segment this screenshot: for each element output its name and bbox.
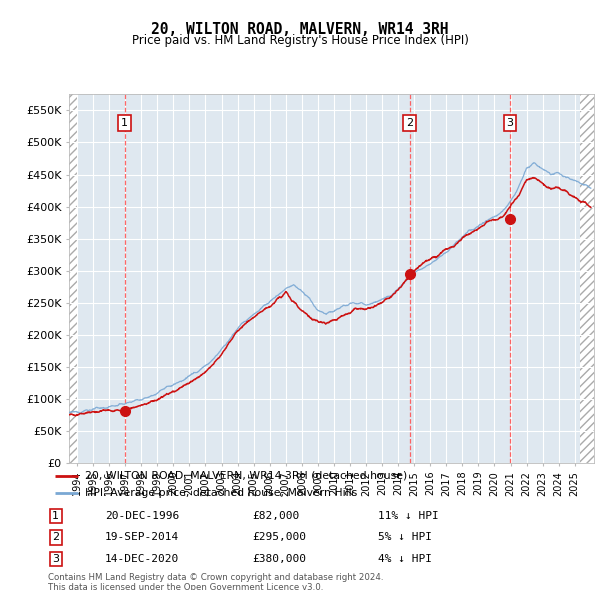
- Text: 20-DEC-1996: 20-DEC-1996: [105, 512, 179, 521]
- Text: £295,000: £295,000: [252, 533, 306, 542]
- Text: 3: 3: [52, 554, 59, 563]
- Text: 14-DEC-2020: 14-DEC-2020: [105, 554, 179, 563]
- Text: 11% ↓ HPI: 11% ↓ HPI: [378, 512, 439, 521]
- Text: Price paid vs. HM Land Registry's House Price Index (HPI): Price paid vs. HM Land Registry's House …: [131, 34, 469, 47]
- Text: 5% ↓ HPI: 5% ↓ HPI: [378, 533, 432, 542]
- Text: 3: 3: [506, 118, 514, 128]
- Text: This data is licensed under the Open Government Licence v3.0.: This data is licensed under the Open Gov…: [48, 583, 323, 590]
- Text: 4% ↓ HPI: 4% ↓ HPI: [378, 554, 432, 563]
- Text: 20, WILTON ROAD, MALVERN, WR14 3RH (detached house): 20, WILTON ROAD, MALVERN, WR14 3RH (deta…: [85, 471, 407, 481]
- Text: 20, WILTON ROAD, MALVERN, WR14 3RH: 20, WILTON ROAD, MALVERN, WR14 3RH: [151, 22, 449, 37]
- Text: Contains HM Land Registry data © Crown copyright and database right 2024.: Contains HM Land Registry data © Crown c…: [48, 572, 383, 582]
- Text: £82,000: £82,000: [252, 512, 299, 521]
- Text: HPI: Average price, detached house, Malvern Hills: HPI: Average price, detached house, Malv…: [85, 488, 358, 498]
- Text: 19-SEP-2014: 19-SEP-2014: [105, 533, 179, 542]
- Text: 1: 1: [121, 118, 128, 128]
- Text: 2: 2: [406, 118, 413, 128]
- Text: £380,000: £380,000: [252, 554, 306, 563]
- Text: 1: 1: [52, 512, 59, 521]
- Text: 2: 2: [52, 533, 59, 542]
